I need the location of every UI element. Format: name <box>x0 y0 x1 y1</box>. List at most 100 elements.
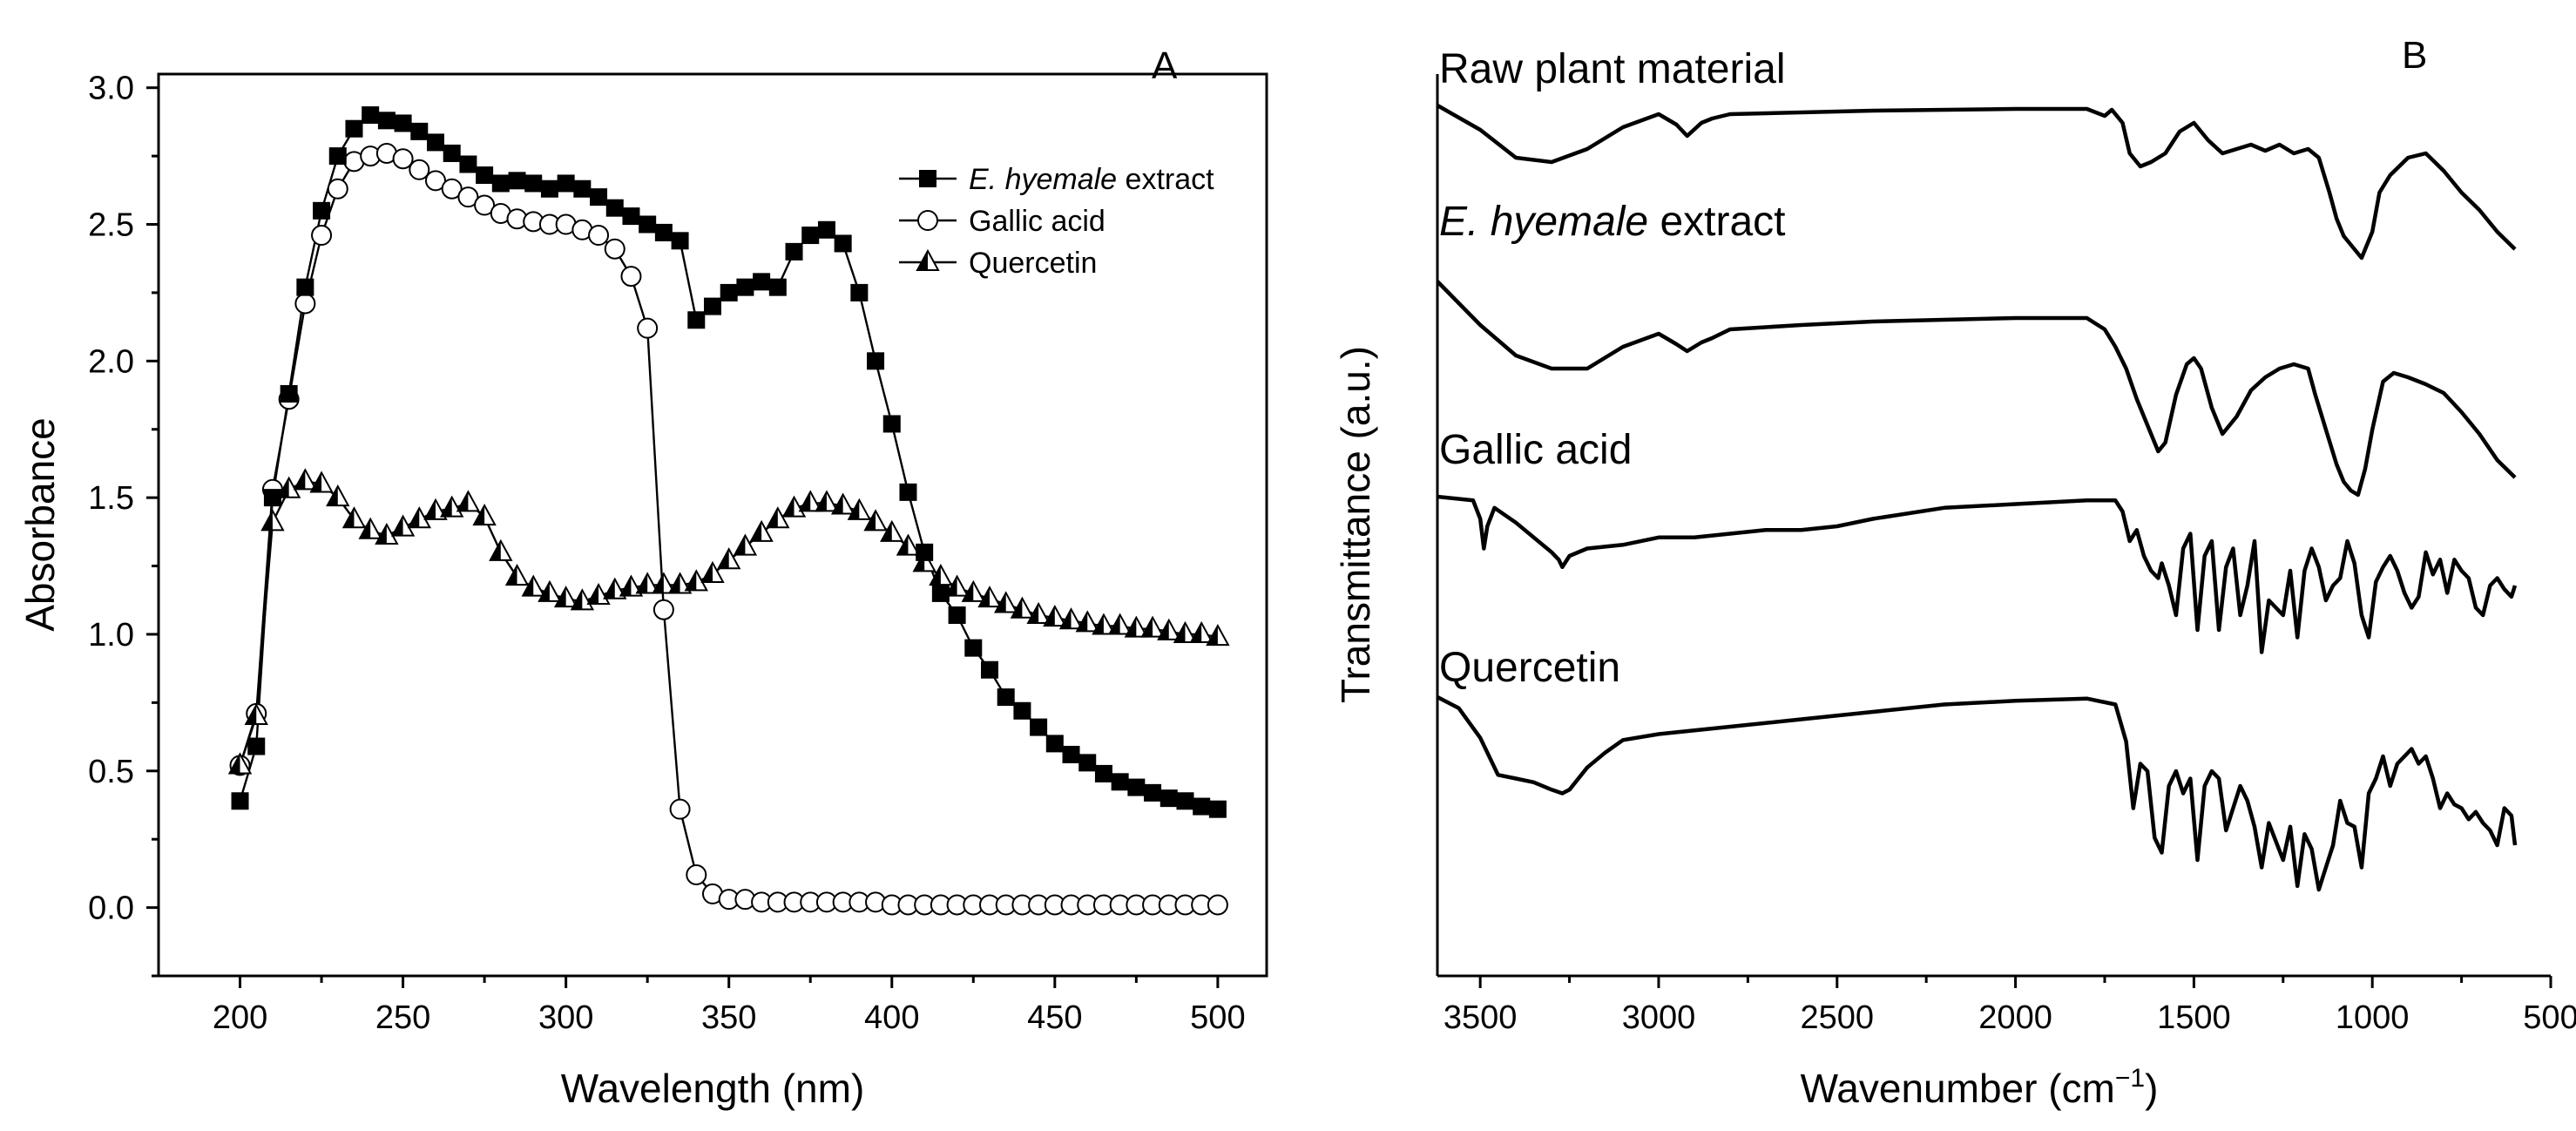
a-data-point <box>358 517 382 539</box>
b-spectrum-label-text: extract <box>1648 199 1785 245</box>
a-data-point-fill <box>246 705 257 725</box>
b-x-tick-label: 500 <box>2523 999 2576 1036</box>
a-data-point <box>296 278 314 296</box>
a-data-point <box>981 660 998 679</box>
a-data-point <box>867 352 885 370</box>
a-data-point <box>635 572 659 594</box>
b-x-tick-label: 3500 <box>1444 999 1518 1036</box>
a-data-point <box>327 178 348 200</box>
a-data-point-fill <box>669 573 680 593</box>
a-data-point <box>1207 894 1228 916</box>
a-data-point <box>1045 735 1064 753</box>
a-data-point <box>328 147 347 166</box>
a-data-point <box>1176 792 1194 810</box>
a-data-point <box>489 538 513 561</box>
a-data-point <box>1078 754 1097 772</box>
a-data-point-fill <box>620 576 632 596</box>
a-data-point <box>880 519 904 542</box>
a-data-point <box>573 179 592 198</box>
panel-b-x-axis: 3500 3000 2500 2000 1500 1000 500 <box>1444 976 2576 1036</box>
b-spectrum-label: E. hyemale extract <box>1439 199 1786 245</box>
a-data-point <box>375 522 399 545</box>
legend-label-italic: E. hyemale <box>969 163 1117 196</box>
a-data-point <box>345 119 363 138</box>
a-data-point-fill <box>538 581 550 601</box>
a-data-point <box>847 498 872 520</box>
legend-marker <box>917 210 938 231</box>
a-data-point <box>882 415 901 433</box>
a-data-point <box>749 519 774 542</box>
a-data-point <box>603 577 627 599</box>
a-data-point <box>377 112 396 130</box>
a-x-tick-label: 300 <box>538 999 593 1036</box>
a-y-tick-label: 3.0 <box>88 71 134 107</box>
a-data-point <box>227 752 253 775</box>
b-x-tick-label: 3000 <box>1622 999 1696 1036</box>
a-y-tick-label: 0.0 <box>88 891 134 927</box>
a-data-point <box>766 506 790 529</box>
a-data-point <box>476 166 494 185</box>
panel-a-x-axis: 200 250 300 350 400 450 500 <box>213 976 1246 1036</box>
a-data-point <box>1157 618 1181 640</box>
a-data-point <box>896 533 921 556</box>
a-data-point <box>798 490 822 512</box>
a-data-point-fill <box>1191 622 1202 642</box>
a-data-point <box>704 297 721 315</box>
a-data-point-fill <box>457 491 469 511</box>
panel-b-x-axis-label-main: Wavenumber (cm <box>1801 1066 2115 1111</box>
a-data-point <box>652 572 676 594</box>
a-data-point <box>948 606 966 624</box>
panel-b-x-axis-label-close: ) <box>2145 1066 2158 1111</box>
a-y-tick-label: 2.5 <box>88 207 134 244</box>
a-data-point <box>652 599 674 620</box>
a-data-point <box>341 506 367 529</box>
a-data-point-fill <box>474 505 485 525</box>
a-data-point-fill <box>1174 622 1186 642</box>
a-x-tick-label: 400 <box>864 999 919 1036</box>
a-data-point <box>410 122 429 140</box>
a-data-point-fill <box>686 571 697 591</box>
a-data-point-fill <box>360 518 371 538</box>
a-data-point-fill <box>555 587 566 607</box>
a-data-point-fill <box>506 566 517 586</box>
a-data-point <box>326 484 350 507</box>
b-spectrum-label-text: Quercetin <box>1439 645 1620 691</box>
a-data-point <box>916 543 934 561</box>
a-data-point <box>409 159 430 180</box>
b-x-tick-label: 1500 <box>2157 999 2231 1036</box>
a-data-point <box>1010 596 1035 619</box>
a-y-tick-label: 1.5 <box>88 480 134 517</box>
a-data-point <box>390 514 416 537</box>
panel-b-x-axis-label: Wavenumber (cm−1) <box>1801 1064 2159 1111</box>
b-spectrum-label: Quercetin <box>1439 645 1620 691</box>
a-data-point <box>768 278 787 296</box>
a-data-point <box>1030 718 1048 736</box>
a-data-point <box>521 574 545 597</box>
a-data-point <box>736 278 754 296</box>
b-spectrum-line <box>1436 104 2517 261</box>
a-data-point <box>1144 783 1162 802</box>
panel-a-markers <box>227 106 1230 916</box>
a-data-point <box>753 273 771 291</box>
a-data-point <box>553 586 578 608</box>
a-data-point-fill <box>832 494 843 514</box>
a-data-point-fill <box>392 516 403 536</box>
a-data-point <box>263 489 281 507</box>
a-data-point-fill <box>327 486 338 506</box>
legend-label-text: Quercetin <box>969 247 1097 280</box>
a-data-point <box>1189 620 1214 643</box>
a-data-point-fill <box>375 525 387 545</box>
a-data-point-fill <box>1028 604 1039 623</box>
a-data-point <box>392 148 414 170</box>
a-data-point-fill <box>637 573 648 593</box>
a-data-point <box>669 798 691 820</box>
a-x-tick-label: 500 <box>1190 999 1245 1036</box>
a-data-point <box>817 220 835 239</box>
a-data-point-fill <box>229 754 240 774</box>
legend-marker-fill <box>917 251 928 270</box>
a-data-point <box>1062 745 1080 763</box>
a-data-point-fill <box>652 573 664 593</box>
a-data-point-fill <box>767 508 778 528</box>
b-spectrum-label-italic: E. hyemale <box>1439 199 1648 245</box>
